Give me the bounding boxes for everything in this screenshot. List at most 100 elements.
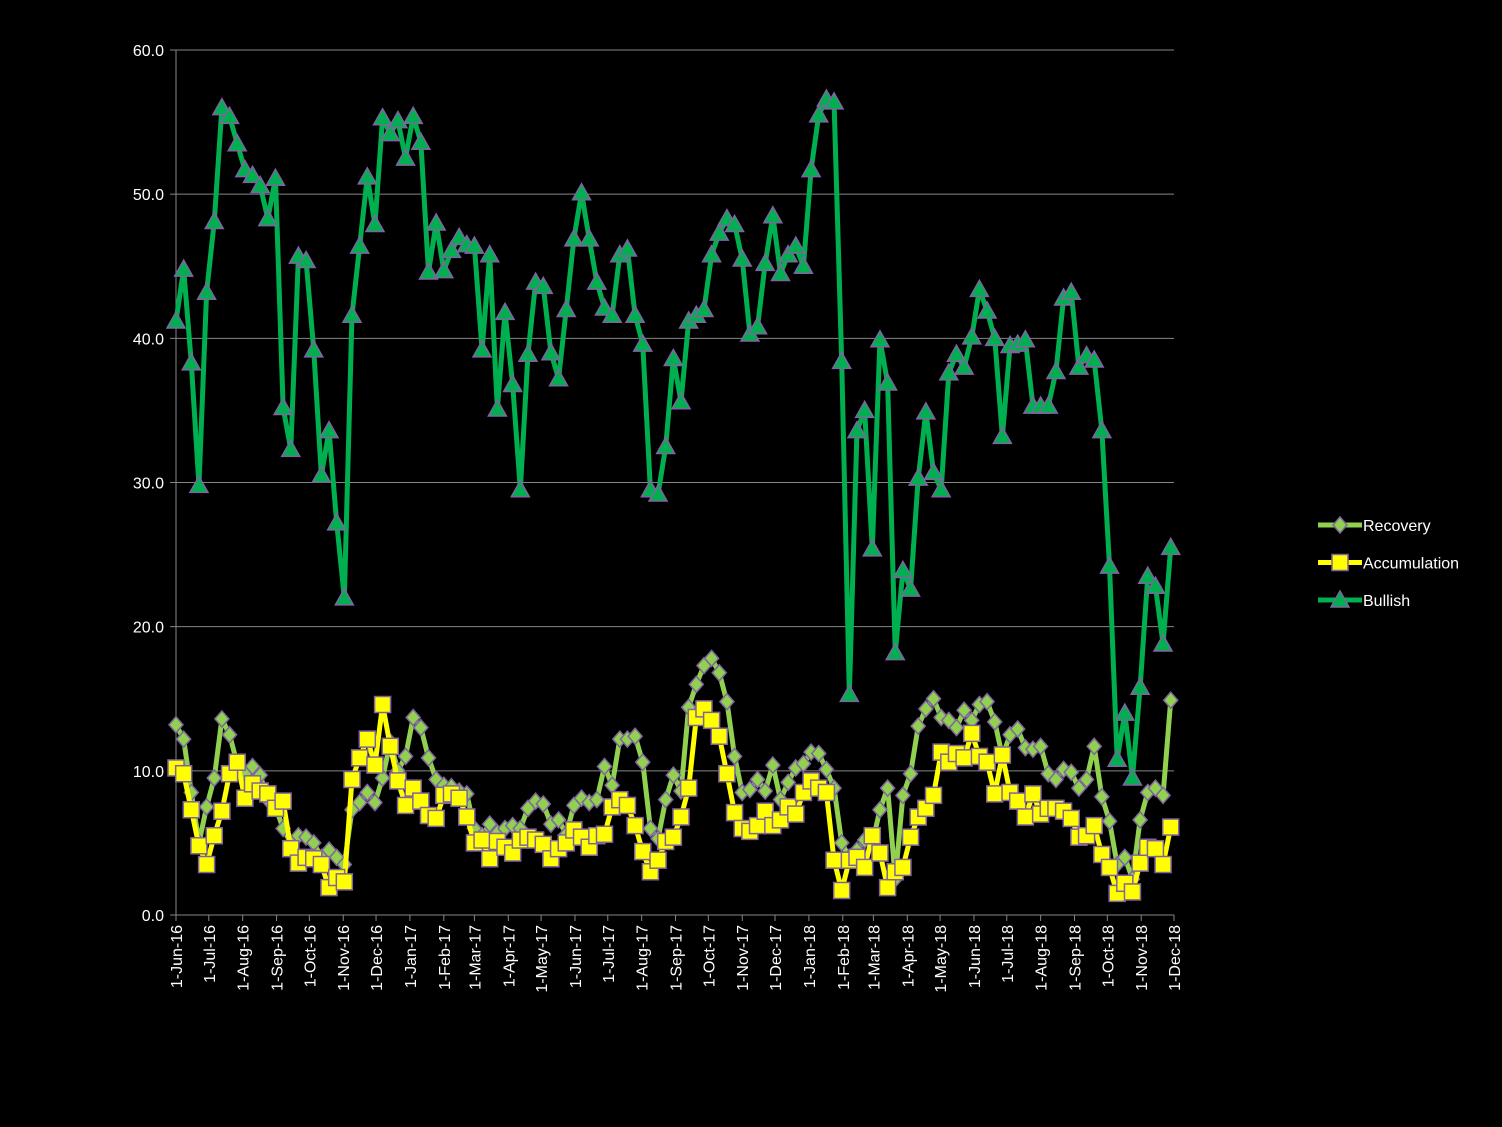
series <box>167 695 1180 903</box>
marker <box>657 790 674 809</box>
marker <box>196 281 217 300</box>
marker <box>818 760 835 779</box>
marker <box>534 835 553 854</box>
marker <box>823 91 845 110</box>
x-tick-label: 1-Apr-18 <box>900 925 917 987</box>
marker <box>808 104 830 123</box>
marker <box>213 709 230 729</box>
x-tick-label: 1-Aug-18 <box>1034 925 1051 991</box>
x-tick-label: 1-Sep-18 <box>1068 925 1085 991</box>
x-tick-label: 1-Oct-18 <box>1100 925 1117 987</box>
x-tick-label: 1-Sep-16 <box>270 925 287 991</box>
marker <box>311 464 332 484</box>
marker <box>1106 748 1128 768</box>
marker <box>555 298 577 318</box>
marker <box>395 147 416 166</box>
marker <box>670 391 692 410</box>
legend-label: Recovery <box>1363 518 1431 535</box>
marker <box>710 727 729 745</box>
marker <box>764 755 781 775</box>
marker <box>517 343 539 362</box>
marker <box>992 425 1013 445</box>
marker <box>272 397 294 416</box>
marker <box>487 398 508 417</box>
marker <box>1068 356 1090 375</box>
marker <box>642 819 659 838</box>
marker <box>351 793 368 812</box>
legend-item: Bullish <box>1318 589 1410 610</box>
marker <box>617 238 638 257</box>
marker <box>197 855 216 874</box>
marker <box>877 372 898 391</box>
marker <box>550 810 567 829</box>
marker <box>412 792 430 810</box>
marker <box>1162 691 1179 710</box>
marker <box>726 747 743 766</box>
marker <box>1093 787 1110 806</box>
marker <box>1331 553 1349 572</box>
x-tick-label: 1-Aug-17 <box>635 925 652 991</box>
marker <box>303 339 325 358</box>
marker <box>1085 816 1103 835</box>
marker <box>793 255 814 274</box>
marker <box>946 343 967 362</box>
marker <box>787 805 805 823</box>
x-tick-label: 1-Jul-16 <box>202 925 219 983</box>
marker <box>372 107 393 126</box>
marker <box>663 347 684 367</box>
marker <box>1160 536 1182 556</box>
marker <box>412 718 429 737</box>
marker <box>902 764 919 783</box>
marker <box>373 695 392 714</box>
marker <box>473 831 491 849</box>
marker <box>181 352 202 371</box>
marker <box>1070 778 1087 798</box>
marker <box>925 689 942 708</box>
marker <box>366 756 384 774</box>
marker <box>701 244 722 263</box>
x-tick-label: 1-May-17 <box>534 925 551 993</box>
marker <box>358 730 377 748</box>
marker <box>471 339 493 358</box>
marker <box>548 368 569 387</box>
marker <box>655 435 676 455</box>
marker <box>532 275 554 295</box>
x-tick-label: 1-Jun-17 <box>568 925 585 988</box>
marker <box>458 808 476 826</box>
marker <box>563 228 585 247</box>
marker <box>379 123 401 142</box>
marker <box>205 826 224 845</box>
marker <box>1008 792 1027 810</box>
marker <box>703 649 720 668</box>
marker <box>1137 565 1159 584</box>
marker <box>846 420 868 439</box>
marker <box>624 304 646 324</box>
marker <box>249 174 271 194</box>
marker <box>917 699 934 718</box>
marker <box>938 362 960 381</box>
marker <box>900 578 921 597</box>
marker <box>190 837 208 855</box>
marker <box>869 329 891 348</box>
marker <box>1161 818 1180 836</box>
marker <box>295 249 317 269</box>
marker <box>724 213 745 233</box>
marker <box>923 461 944 481</box>
marker <box>1145 575 1166 595</box>
x-tick-label: 1-Sep-17 <box>669 925 686 991</box>
marker <box>182 801 201 819</box>
marker <box>173 258 194 277</box>
x-tick-label: 1-Nov-18 <box>1134 925 1151 991</box>
marker <box>688 675 705 694</box>
marker <box>257 208 279 227</box>
marker <box>647 483 669 502</box>
marker <box>1062 809 1080 828</box>
marker <box>1060 281 1082 300</box>
marker <box>265 167 286 187</box>
marker <box>1116 848 1133 867</box>
marker <box>1016 808 1035 826</box>
marker <box>280 438 302 458</box>
x-tick-label: 1-Jan-17 <box>403 925 420 988</box>
marker <box>747 316 768 335</box>
